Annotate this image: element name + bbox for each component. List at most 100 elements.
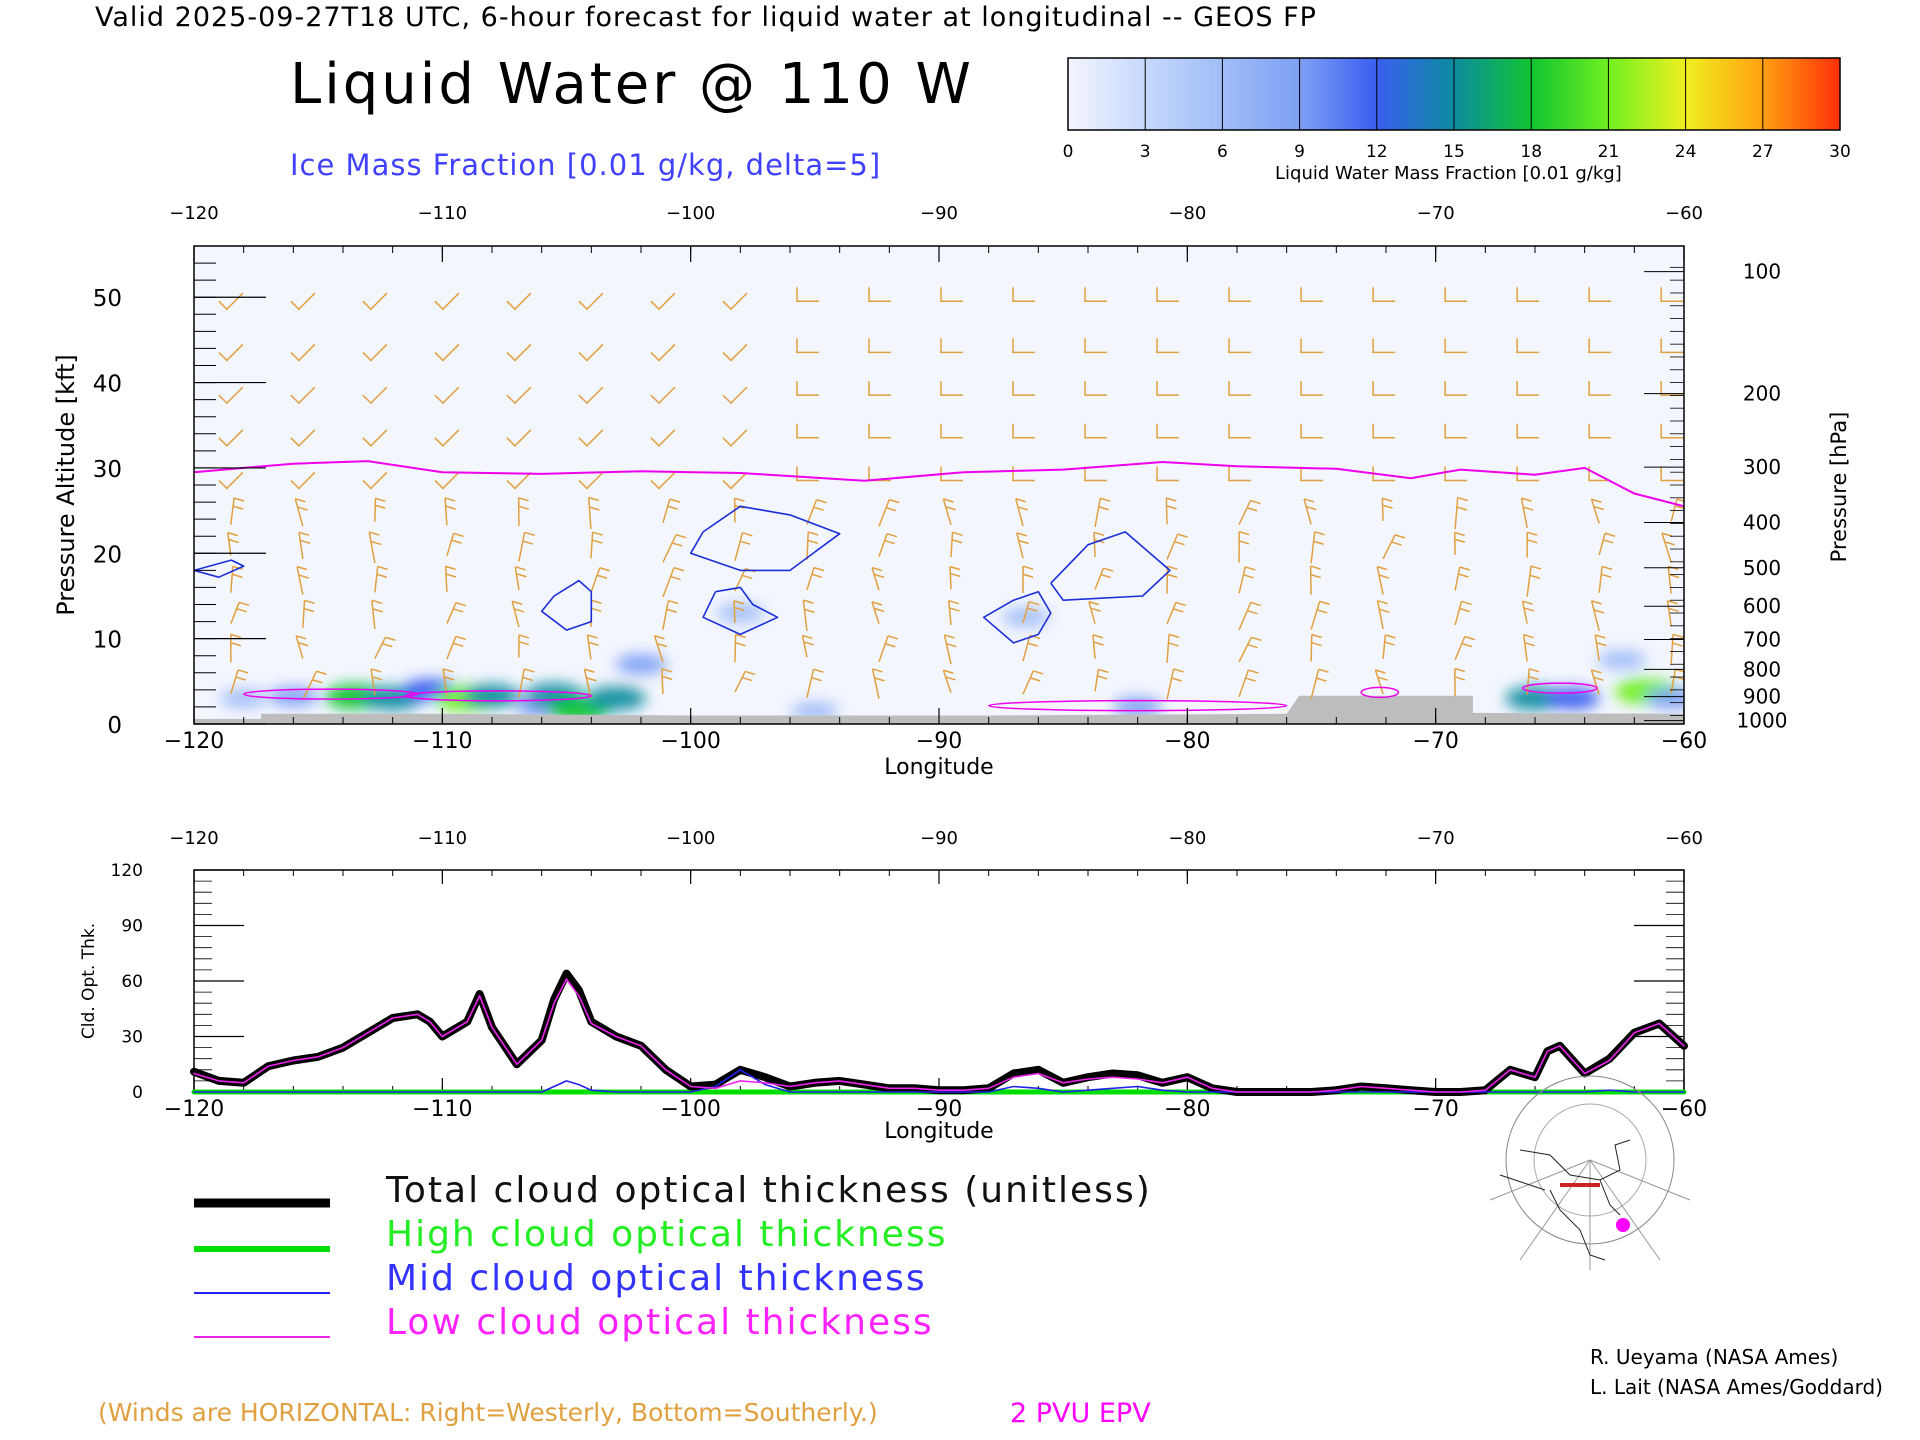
colorbar-tick-label: 27 [1752, 142, 1774, 162]
wind-barb [942, 669, 956, 693]
x-axis-label: Longitude [884, 755, 993, 780]
wind-barbs [218, 287, 1684, 700]
wind-barb [801, 634, 815, 658]
wind-barb [796, 423, 819, 439]
low-liquid-contour [404, 690, 593, 702]
wind-barb [1310, 633, 1323, 662]
map-meridian [1589, 1159, 1691, 1201]
x-tick-label: −110 [412, 729, 472, 754]
wind-barb [1590, 669, 1604, 695]
wind-barb [1516, 287, 1540, 302]
wind-barb [434, 292, 460, 311]
lower-x-tick-label-top: −90 [920, 828, 958, 849]
wind-barb [1012, 287, 1036, 302]
wind-barb [650, 343, 676, 362]
optical-thickness-plot: −120 −120 −110 −110 −100 −100 −90 −90 −80 −80 −70 −… [79, 828, 1707, 1144]
wind-barb [506, 292, 532, 311]
wind-barb [1444, 338, 1468, 354]
credit-line: L. Lait (NASA Ames/Goddard) [1590, 1375, 1883, 1399]
y-axis-label: Pressure Altitude [kft] [52, 354, 80, 616]
wind-barb [1022, 670, 1044, 695]
wind-barb [940, 338, 963, 354]
terrain-mask [194, 695, 1684, 724]
wind-barb [806, 499, 827, 525]
x-tick-label-top: −90 [920, 203, 958, 224]
wind-barb [1166, 668, 1184, 700]
wind-barb [940, 287, 963, 302]
wind-barb [734, 633, 746, 663]
wind-barb [1382, 534, 1406, 560]
wind-barb [1300, 381, 1324, 396]
wind-barb [1300, 287, 1324, 302]
y2-axis-label: Pressure [hPa] [1827, 412, 1851, 563]
wind-barb [1084, 423, 1108, 439]
wind-barb [733, 600, 745, 623]
wind-barb [1092, 634, 1104, 659]
map-meridian [1519, 1159, 1591, 1261]
wind-barb [290, 386, 316, 405]
wind-barb [650, 429, 676, 447]
plot-background [194, 246, 1684, 724]
wind-barb [590, 567, 610, 593]
wind-barb [661, 668, 673, 695]
wind-barb [586, 634, 599, 660]
lower-x-tick-label-top: −100 [666, 828, 715, 849]
liquid-water-blob [1112, 696, 1163, 717]
wind-barb [511, 600, 525, 628]
legend-label-low: Low cloud optical thickness [386, 1302, 934, 1343]
pressure-tick-label: 400 [1743, 511, 1781, 535]
wind-note: (Winds are HORIZONTAL: Right=Westerly, B… [98, 1398, 878, 1427]
wind-barb [943, 634, 957, 665]
wind-barb [868, 287, 891, 302]
wind-barb [1372, 381, 1396, 396]
legend-label-total: Total cloud optical thickness (unitless) [386, 1170, 1152, 1211]
wind-barb [1084, 287, 1108, 302]
colorbar-tick-label: 30 [1829, 142, 1851, 162]
wind-barb [868, 423, 891, 439]
wind-barb [1094, 567, 1114, 590]
wind-barb [1238, 499, 1261, 525]
wind-barb [662, 533, 687, 563]
wind-barb [940, 381, 963, 396]
wind-barb [722, 343, 748, 362]
liquid-water-blob [586, 686, 646, 711]
pressure-tick-label: 200 [1743, 382, 1781, 406]
epv-note: 2 PVU EPV [1010, 1398, 1151, 1429]
wind-barb [1598, 565, 1613, 593]
liquid-water-blob [716, 603, 764, 623]
wind-barb [722, 471, 748, 490]
wind-barb [1374, 669, 1388, 695]
wind-barb [650, 386, 676, 405]
wind-barb [587, 496, 600, 530]
wind-barb [1660, 287, 1684, 302]
lower-x-axis-label: Longitude [884, 1119, 993, 1144]
x-tick-label: −70 [1412, 729, 1458, 754]
liquid-water-blob [268, 686, 319, 707]
wind-barb [1156, 466, 1180, 482]
colorbar-tick-label: 9 [1294, 142, 1305, 162]
wind-barb [722, 386, 748, 405]
lower-y-tick-label: 30 [121, 1028, 143, 1048]
wind-barb [1372, 466, 1396, 482]
low-liquid-contour [1521, 682, 1598, 694]
wind-barb [1454, 496, 1468, 530]
wind-barb [1588, 423, 1612, 439]
lower-x-tick-label: −80 [1164, 1097, 1210, 1122]
lower-x-tick-label-top: −120 [169, 828, 218, 849]
liquid-water-blob [1002, 607, 1050, 627]
wind-barb [1454, 600, 1472, 626]
ice-contour [194, 559, 245, 578]
wind-barb [796, 287, 819, 302]
wind-barb [1372, 287, 1396, 302]
wind-barb [362, 386, 388, 405]
lower-x-tick-label: −70 [1412, 1097, 1458, 1122]
pressure-tick-label: 500 [1743, 556, 1781, 580]
legend-label-high: High cloud optical thickness [386, 1214, 948, 1255]
wind-barb [295, 635, 309, 659]
wind-barb [650, 471, 676, 490]
wind-barb [1022, 565, 1034, 593]
wind-barb [1382, 634, 1396, 659]
wind-barb [218, 386, 244, 405]
x-tick-label-top: −70 [1417, 203, 1455, 224]
optical-thickness-lines [190, 969, 1688, 1096]
